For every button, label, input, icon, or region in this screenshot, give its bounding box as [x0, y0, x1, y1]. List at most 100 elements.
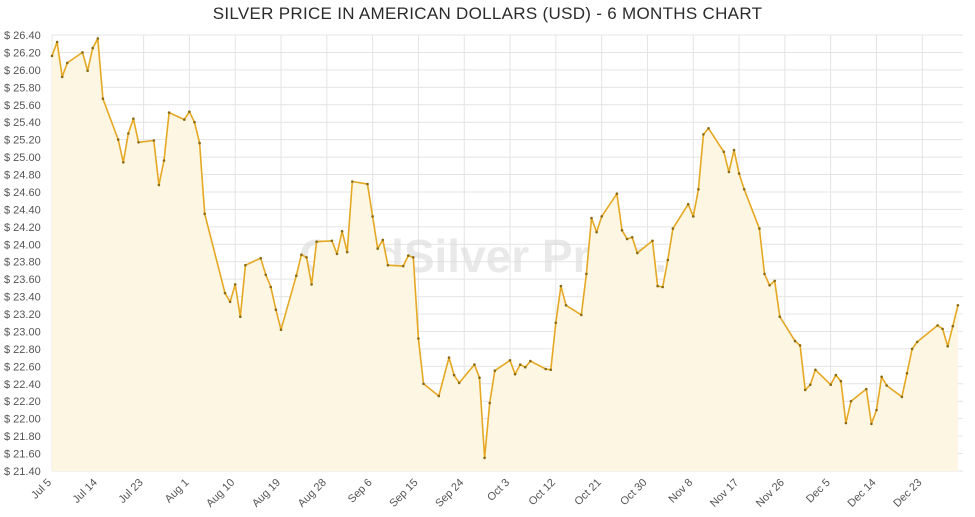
- price-point[interactable]: [351, 180, 354, 183]
- price-point[interactable]: [778, 315, 782, 319]
- price-point[interactable]: [773, 279, 776, 283]
- price-point[interactable]: [300, 253, 303, 256]
- price-point[interactable]: [793, 339, 797, 343]
- price-point[interactable]: [55, 40, 59, 44]
- price-point[interactable]: [630, 236, 634, 239]
- price-point[interactable]: [666, 258, 670, 262]
- price-point[interactable]: [620, 229, 624, 232]
- price-point[interactable]: [941, 327, 944, 331]
- price-point[interactable]: [183, 118, 186, 121]
- price-point[interactable]: [905, 372, 909, 375]
- price-point[interactable]: [671, 227, 675, 230]
- price-point[interactable]: [412, 256, 415, 259]
- price-point[interactable]: [707, 127, 710, 130]
- price-point[interactable]: [447, 356, 451, 359]
- price-point[interactable]: [295, 274, 298, 278]
- price-point[interactable]: [50, 54, 54, 58]
- price-point[interactable]: [865, 387, 868, 391]
- price-point[interactable]: [305, 256, 308, 259]
- price-point[interactable]: [956, 304, 960, 307]
- price-point[interactable]: [880, 375, 883, 379]
- price-point[interactable]: [508, 359, 512, 362]
- price-point[interactable]: [585, 272, 588, 276]
- price-point[interactable]: [595, 230, 598, 234]
- price-point[interactable]: [91, 46, 94, 50]
- price-point[interactable]: [544, 367, 547, 371]
- price-point[interactable]: [615, 192, 619, 195]
- price-point[interactable]: [524, 365, 527, 369]
- price-point[interactable]: [758, 227, 761, 230]
- price-point[interactable]: [946, 345, 949, 348]
- price-point[interactable]: [513, 372, 517, 376]
- price-point[interactable]: [279, 328, 283, 332]
- price-point[interactable]: [580, 313, 583, 317]
- price-point[interactable]: [870, 422, 873, 426]
- price-point[interactable]: [452, 373, 456, 377]
- price-point[interactable]: [457, 381, 461, 385]
- price-point[interactable]: [340, 229, 344, 233]
- price-point[interactable]: [239, 315, 242, 319]
- price-point[interactable]: [809, 383, 812, 387]
- price-point[interactable]: [625, 237, 629, 241]
- price-point[interactable]: [529, 359, 532, 363]
- price-point[interactable]: [188, 110, 191, 113]
- price-point[interactable]: [152, 139, 156, 142]
- price-point[interactable]: [167, 111, 171, 114]
- price-point[interactable]: [951, 324, 955, 328]
- price-point[interactable]: [228, 300, 232, 304]
- price-point[interactable]: [885, 384, 888, 387]
- price-point[interactable]: [473, 363, 476, 366]
- price-point[interactable]: [697, 188, 700, 191]
- price-point[interactable]: [478, 376, 481, 380]
- price-point[interactable]: [518, 363, 522, 366]
- price-point[interactable]: [834, 373, 838, 377]
- price-point[interactable]: [915, 340, 919, 344]
- price-point[interactable]: [798, 344, 802, 347]
- price-point[interactable]: [763, 272, 766, 276]
- price-point[interactable]: [162, 159, 166, 162]
- price-point[interactable]: [559, 284, 563, 288]
- price-point[interactable]: [900, 395, 904, 399]
- price-point[interactable]: [269, 285, 273, 289]
- price-point[interactable]: [686, 202, 690, 206]
- price-point[interactable]: [600, 215, 603, 218]
- price-point[interactable]: [381, 238, 385, 242]
- price-point[interactable]: [656, 284, 659, 288]
- price-point[interactable]: [651, 239, 654, 243]
- price-point[interactable]: [244, 263, 247, 267]
- price-point[interactable]: [386, 263, 390, 267]
- price-point[interactable]: [839, 379, 843, 383]
- price-point[interactable]: [702, 133, 705, 136]
- price-point[interactable]: [737, 172, 741, 175]
- price-point[interactable]: [315, 240, 318, 243]
- price-point[interactable]: [66, 61, 69, 65]
- price-point[interactable]: [742, 188, 746, 191]
- price-point[interactable]: [223, 291, 227, 295]
- price-point[interactable]: [727, 170, 731, 174]
- price-point[interactable]: [345, 250, 349, 254]
- price-point[interactable]: [849, 399, 853, 403]
- price-point[interactable]: [417, 337, 420, 340]
- price-point[interactable]: [829, 383, 832, 387]
- price-point[interactable]: [81, 51, 84, 54]
- price-point[interactable]: [310, 283, 313, 286]
- price-point[interactable]: [590, 216, 593, 220]
- price-point[interactable]: [422, 382, 425, 386]
- price-point[interactable]: [910, 347, 914, 351]
- price-point[interactable]: [371, 215, 374, 218]
- price-point[interactable]: [366, 182, 369, 186]
- price-point[interactable]: [437, 394, 441, 398]
- price-point[interactable]: [844, 421, 848, 425]
- price-point[interactable]: [137, 141, 140, 144]
- price-point[interactable]: [549, 368, 553, 372]
- price-point[interactable]: [564, 304, 568, 307]
- price-point[interactable]: [407, 254, 410, 257]
- price-point[interactable]: [193, 120, 196, 124]
- price-point[interactable]: [732, 148, 736, 152]
- price-point[interactable]: [86, 69, 89, 73]
- price-point[interactable]: [493, 369, 497, 373]
- price-point[interactable]: [335, 252, 339, 256]
- price-point[interactable]: [60, 75, 64, 79]
- price-point[interactable]: [330, 239, 334, 243]
- price-point[interactable]: [803, 388, 807, 392]
